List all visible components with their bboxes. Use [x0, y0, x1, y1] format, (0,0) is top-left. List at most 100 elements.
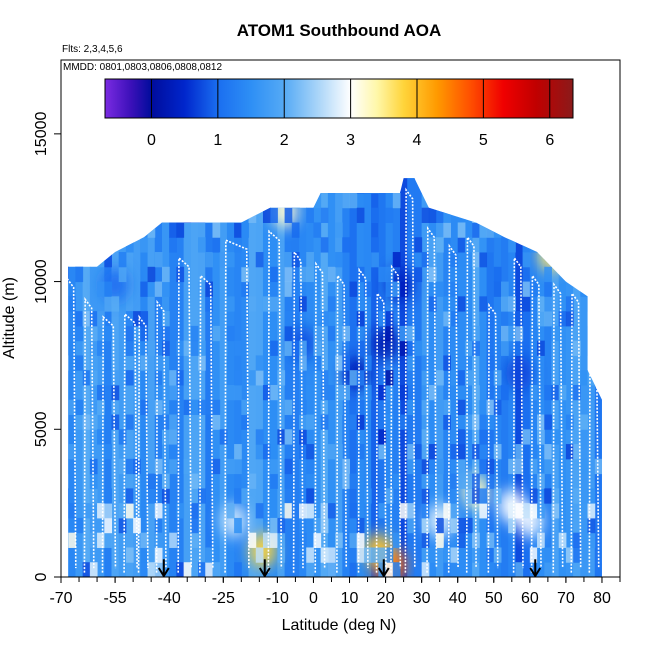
heatmap-cell	[198, 562, 206, 577]
heatmap-cell	[486, 178, 495, 179]
heatmap-cell	[594, 281, 602, 297]
heatmap-cell	[486, 355, 495, 371]
heatmap-cell	[262, 384, 271, 401]
heatmap-cell	[529, 458, 538, 475]
heatmap-cell	[327, 384, 336, 401]
heatmap-cell	[97, 311, 105, 327]
heatmap-cell	[212, 399, 221, 416]
x-tick-label: 50	[485, 590, 503, 607]
heatmap-column	[313, 178, 322, 577]
heatmap-cell	[68, 296, 76, 312]
heatmap-cell	[522, 296, 531, 312]
heatmap-hotspot	[506, 356, 533, 391]
heatmap-cell	[147, 222, 156, 238]
heatmap-cell	[486, 414, 495, 430]
heatmap-cell	[198, 237, 206, 253]
heatmap-cell	[327, 562, 336, 577]
heatmap-cell	[479, 414, 488, 430]
heatmap-cell	[573, 340, 581, 356]
heatmap-cell	[407, 340, 415, 356]
heatmap-cell	[82, 178, 91, 179]
heatmap-cell	[573, 444, 581, 460]
down-arrow-icon	[258, 559, 271, 577]
heatmap-cell	[284, 325, 293, 342]
heatmap-cell	[299, 488, 307, 504]
heatmap-cell	[82, 370, 91, 386]
heatmap-cell	[327, 503, 336, 519]
heatmap-column	[198, 178, 206, 577]
heatmap-cell	[486, 458, 495, 475]
heatmap-cell	[169, 222, 177, 238]
heatmap-cell	[544, 192, 552, 209]
heatmap-cell	[363, 384, 372, 401]
heatmap-cell	[320, 370, 329, 386]
heatmap-cell	[392, 281, 401, 297]
heatmap-cell	[226, 296, 235, 312]
flight-profile	[512, 255, 524, 573]
heatmap-cell	[125, 488, 134, 504]
heatmap-cell	[262, 207, 271, 223]
heatmap-cell	[335, 252, 343, 268]
heatmap-cell	[385, 488, 394, 504]
heatmap-cell	[414, 340, 423, 356]
heatmap-cell	[169, 458, 177, 475]
heatmap-cell	[522, 237, 531, 253]
heatmap-cell	[335, 444, 343, 460]
colorbar-tick-label: 3	[346, 132, 355, 149]
heatmap-cell	[234, 340, 242, 356]
heatmap-cell	[327, 178, 336, 194]
heatmap-cell	[212, 458, 221, 475]
heatmap-cell	[508, 296, 516, 312]
heatmap-cell	[392, 399, 401, 416]
heatmap-column	[161, 178, 170, 577]
heatmap-cell	[284, 429, 293, 445]
heatmap-cell	[493, 370, 502, 386]
heatmap-cell	[75, 192, 84, 209]
heatmap-cell	[140, 207, 149, 223]
heatmap-cell	[176, 266, 185, 283]
heatmap-cell	[226, 252, 235, 268]
heatmap-cell	[147, 207, 156, 223]
heatmap-cell	[82, 237, 91, 253]
heatmap-cell	[97, 252, 105, 268]
heatmap-cell	[544, 444, 552, 460]
heatmap-cell	[450, 444, 459, 460]
heatmap-cell	[147, 562, 156, 577]
heatmap-cell	[385, 562, 394, 577]
heatmap-column	[284, 178, 293, 577]
flight-profile	[83, 296, 95, 573]
heatmap-cell	[356, 207, 365, 223]
flight-profile	[390, 264, 402, 573]
heatmap-cell	[176, 370, 185, 386]
heatmap-cell	[299, 429, 307, 445]
heatmap-cell	[587, 237, 596, 253]
heatmap-cell	[270, 532, 278, 548]
heatmap-cell	[140, 237, 149, 253]
heatmap-cell	[436, 281, 444, 297]
heatmap-cell	[529, 281, 538, 297]
heatmap-cell	[486, 532, 495, 548]
heatmap-cell	[320, 414, 329, 430]
heatmap-cell	[198, 414, 206, 430]
heatmap-cell	[125, 222, 134, 238]
heatmap-cell	[270, 340, 278, 356]
heatmap-cell	[493, 399, 502, 416]
heatmap-cell	[234, 488, 242, 504]
heatmap-cell	[219, 252, 228, 268]
heatmap-cell	[299, 340, 307, 356]
heatmap-cell	[464, 237, 473, 253]
heatmap-cell	[479, 444, 488, 460]
heatmap-cell	[349, 517, 358, 534]
x-tick-label: 0	[309, 590, 318, 607]
heatmap-cell	[457, 237, 466, 253]
heatmap-cell	[111, 414, 120, 430]
heatmap-cell	[573, 547, 581, 563]
chart-title: ATOM1 Southbound AOA	[237, 21, 442, 40]
heatmap-cell	[349, 473, 358, 489]
heatmap-cell	[306, 384, 314, 401]
heatmap-cell	[335, 399, 343, 416]
heatmap-cell	[154, 547, 163, 563]
heatmap-column	[436, 178, 444, 577]
heatmap-cell	[414, 252, 423, 268]
heatmap-cell	[320, 178, 329, 179]
